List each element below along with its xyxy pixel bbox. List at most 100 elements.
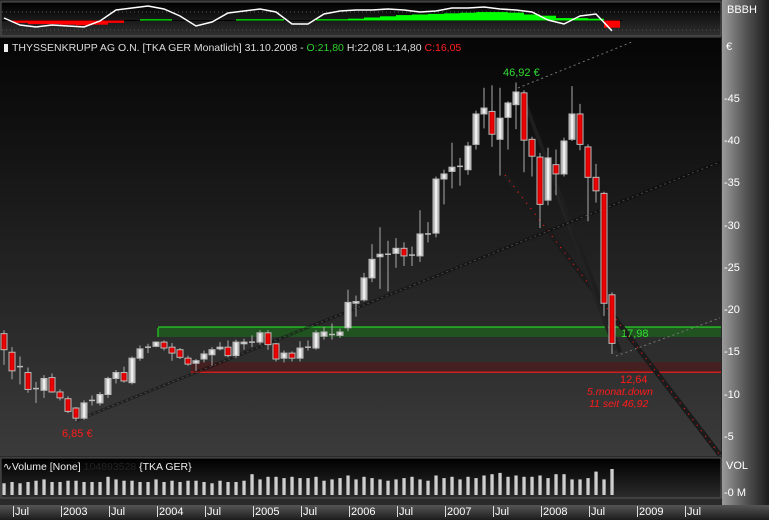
candle[interactable]	[224, 340, 232, 358]
candle[interactable]	[192, 359, 200, 371]
candle[interactable]	[576, 103, 584, 151]
candle[interactable]	[160, 340, 168, 351]
candle[interactable]	[536, 152, 544, 229]
candle[interactable]	[168, 342, 176, 361]
candle[interactable]	[329, 323, 335, 340]
candle[interactable]	[432, 176, 440, 238]
candle[interactable]	[336, 328, 344, 338]
candle[interactable]	[305, 340, 311, 351]
volume-bar	[218, 480, 222, 495]
volume-bar	[578, 479, 582, 495]
candle[interactable]	[256, 330, 264, 345]
candle[interactable]	[496, 87, 504, 176]
candle[interactable]	[600, 191, 608, 316]
candle-body	[64, 398, 72, 412]
candle[interactable]	[33, 381, 39, 403]
candle[interactable]	[528, 136, 536, 177]
candle[interactable]	[368, 244, 376, 283]
candle[interactable]	[120, 366, 128, 383]
candle[interactable]	[89, 395, 95, 406]
candle[interactable]	[552, 149, 560, 196]
resistance-zone	[158, 328, 721, 337]
candle[interactable]	[608, 292, 616, 354]
candle[interactable]	[64, 396, 72, 414]
volume-bar	[458, 479, 462, 495]
indicator-histogram-bar	[492, 12, 508, 21]
candle[interactable]	[176, 348, 184, 360]
candle[interactable]	[440, 169, 448, 205]
volume-bar	[594, 471, 598, 495]
candle[interactable]	[249, 335, 255, 348]
upper-channel-line[interactable]	[517, 41, 633, 89]
candle[interactable]	[512, 82, 520, 130]
candle[interactable]	[464, 141, 472, 175]
volume-symbol: {TKA GER}	[139, 461, 192, 473]
close-value: C:16,05	[424, 42, 462, 54]
candle[interactable]	[56, 389, 64, 401]
candle[interactable]	[24, 367, 32, 393]
falling-trendline-3[interactable]	[553, 189, 617, 351]
candle[interactable]	[360, 272, 368, 302]
candle-body	[272, 343, 280, 360]
candle[interactable]	[17, 356, 23, 385]
candle[interactable]	[504, 101, 512, 150]
candle[interactable]	[200, 350, 208, 363]
candle[interactable]	[480, 87, 488, 129]
candle[interactable]	[96, 391, 104, 406]
candle[interactable]	[385, 240, 391, 292]
candle[interactable]	[112, 369, 120, 384]
candle[interactable]	[352, 295, 360, 317]
candle[interactable]	[80, 400, 88, 420]
time-tick-label: 2007	[445, 506, 472, 518]
candle[interactable]	[296, 341, 304, 362]
volume-bar	[34, 480, 38, 495]
candle[interactable]	[312, 330, 320, 350]
candle[interactable]	[544, 147, 552, 206]
volume-bar	[402, 478, 406, 495]
candle[interactable]	[232, 339, 240, 359]
candle[interactable]	[392, 238, 400, 268]
candle[interactable]	[409, 246, 415, 267]
candle[interactable]	[128, 356, 136, 385]
candle[interactable]	[104, 376, 112, 398]
time-axis-background	[0, 505, 769, 520]
candle[interactable]	[145, 343, 151, 354]
candle[interactable]	[264, 330, 272, 350]
candle[interactable]	[216, 342, 224, 351]
candle[interactable]	[272, 342, 280, 362]
candle[interactable]	[8, 347, 16, 380]
candle[interactable]	[376, 227, 384, 289]
candle[interactable]	[488, 85, 496, 147]
candle[interactable]	[425, 222, 431, 243]
candle[interactable]	[152, 341, 160, 348]
candle[interactable]	[280, 350, 288, 363]
candle[interactable]	[48, 373, 56, 393]
candle[interactable]	[320, 326, 328, 340]
candle[interactable]	[457, 157, 463, 186]
candle[interactable]	[208, 347, 216, 366]
candle[interactable]	[240, 338, 248, 350]
candle[interactable]	[472, 110, 480, 150]
candle[interactable]	[0, 330, 8, 365]
volume-bar	[266, 476, 270, 495]
candle-body	[288, 352, 296, 359]
long-term-uptrend-line[interactable]	[74, 161, 721, 422]
candle[interactable]	[136, 345, 144, 361]
candle[interactable]	[520, 90, 528, 173]
candle[interactable]	[592, 163, 600, 203]
candle[interactable]	[416, 210, 424, 262]
candle[interactable]	[184, 355, 192, 366]
time-tick-label: Jul	[589, 506, 606, 518]
candle[interactable]	[40, 375, 48, 398]
candle[interactable]	[584, 144, 592, 222]
candle[interactable]	[72, 407, 80, 422]
candle[interactable]	[560, 137, 568, 177]
candle[interactable]	[400, 242, 408, 267]
candle[interactable]	[344, 289, 352, 332]
candle[interactable]	[448, 142, 456, 189]
candle[interactable]	[568, 86, 576, 141]
recent-support-line[interactable]	[615, 317, 721, 357]
candle[interactable]	[288, 351, 296, 362]
